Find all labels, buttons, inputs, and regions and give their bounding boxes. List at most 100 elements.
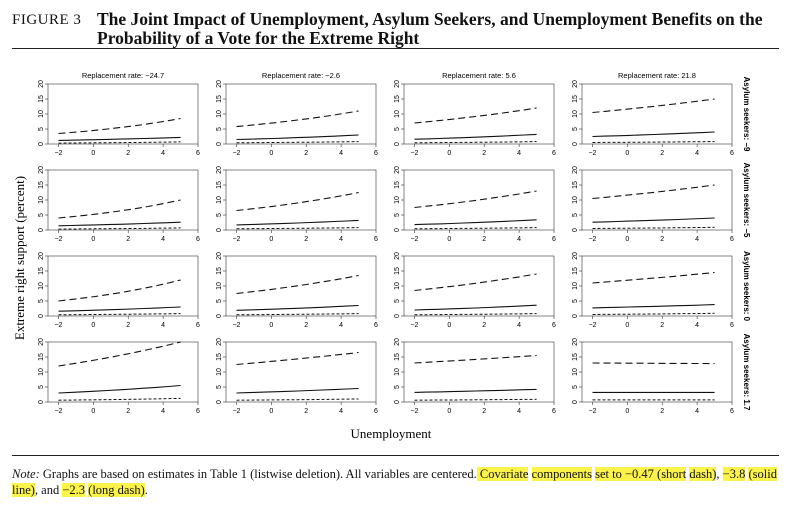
y-tick-label: 20	[572, 80, 579, 88]
y-tick-label: 20	[38, 80, 45, 88]
series-line-solid	[236, 219, 359, 226]
y-tick-label: 5	[38, 385, 45, 389]
y-tick-label: 15	[216, 267, 223, 275]
note-rule	[12, 455, 779, 456]
x-tick-label: 6	[374, 322, 378, 329]
series-line-solid	[414, 388, 537, 393]
series-line-short	[414, 398, 537, 401]
x-tick-label: −2	[588, 150, 596, 157]
x-tick-label: 2	[660, 322, 664, 329]
row-label: Asylum seekers: −9	[742, 77, 751, 152]
series-line-long	[58, 341, 181, 367]
x-tick-label: 2	[482, 408, 486, 415]
row-label: Asylum seekers: 0	[742, 251, 751, 322]
x-tick-label: 6	[196, 236, 200, 243]
y-tick-label: 5	[38, 127, 45, 131]
y-tick-label: 20	[394, 252, 401, 260]
x-tick-label: 4	[339, 322, 343, 329]
x-tick-label: 0	[91, 150, 95, 157]
x-tick-label: 4	[695, 150, 699, 157]
series-line-solid	[414, 133, 537, 140]
y-tick-label: 5	[38, 213, 45, 217]
series-line-long	[236, 274, 359, 295]
x-tick-label: 2	[482, 236, 486, 243]
x-tick-label: −2	[54, 408, 62, 415]
panel: −2 0 2 4 6 0 5 10 15 20	[394, 338, 556, 415]
y-tick-label: 0	[216, 142, 223, 146]
x-tick-label: −2	[410, 236, 418, 243]
figure-note: Note: Graphs are based on estimates in T…	[12, 466, 782, 498]
y-tick-label: 0	[38, 142, 45, 146]
panel-frame	[403, 169, 555, 231]
x-tick-label: 0	[269, 150, 273, 157]
column-title: Replacement rate: −2.6	[262, 71, 340, 80]
x-tick-label: −2	[410, 408, 418, 415]
x-tick-label: 0	[269, 408, 273, 415]
y-tick-label: 5	[572, 213, 579, 217]
series-line-solid	[592, 304, 715, 309]
x-tick-label: 2	[126, 150, 130, 157]
x-tick-label: 2	[660, 236, 664, 243]
y-tick-label: 20	[216, 252, 223, 260]
y-tick-label: 5	[216, 213, 223, 217]
y-tick-label: 5	[216, 127, 223, 131]
panel: −2 0 2 4 6 0 5 10 15 20	[216, 252, 378, 329]
y-tick-label: 5	[216, 385, 223, 389]
column-title: Replacement rate: −24.7	[82, 71, 164, 80]
y-tick-label: 10	[572, 368, 579, 376]
x-tick-label: 6	[730, 322, 734, 329]
y-tick-label: 15	[394, 181, 401, 189]
x-tick-label: −2	[54, 322, 62, 329]
x-tick-label: 6	[552, 150, 556, 157]
x-tick-label: 0	[625, 236, 629, 243]
y-tick-label: 20	[38, 252, 45, 260]
y-tick-label: 20	[394, 80, 401, 88]
series-line-long	[236, 110, 359, 128]
series-line-solid	[414, 219, 537, 226]
y-tick-label: 10	[38, 368, 45, 376]
panel: −2 0 2 4 6 0 5 10 15 20 Asylum seekers: −5	[572, 163, 751, 243]
x-tick-label: 0	[625, 150, 629, 157]
x-tick-label: 6	[196, 150, 200, 157]
panel-frame	[581, 83, 733, 145]
panel: −2 0 2 4 6 0 5 10 15 20	[38, 252, 200, 329]
panel-frame	[581, 255, 733, 317]
y-tick-label: 5	[394, 299, 401, 303]
x-tick-label: 0	[447, 236, 451, 243]
x-tick-label: −2	[410, 150, 418, 157]
title-rule	[12, 48, 779, 49]
column-title: Replacement rate: 21.8	[618, 71, 696, 80]
column-title: Replacement rate: 5.6	[442, 71, 516, 80]
y-tick-label: 5	[572, 299, 579, 303]
x-tick-label: 4	[161, 322, 165, 329]
y-tick-label: 5	[572, 127, 579, 131]
x-tick-label: 0	[269, 322, 273, 329]
x-tick-label: 6	[374, 150, 378, 157]
x-tick-label: 6	[730, 150, 734, 157]
y-tick-label: 5	[216, 299, 223, 303]
series-line-solid	[58, 384, 181, 394]
x-tick-label: 6	[552, 322, 556, 329]
y-tick-label: 15	[572, 181, 579, 189]
x-tick-label: −2	[588, 322, 596, 329]
y-tick-label: 20	[216, 338, 223, 346]
x-tick-label: −2	[54, 236, 62, 243]
x-tick-label: 4	[161, 236, 165, 243]
x-tick-label: 2	[304, 236, 308, 243]
y-tick-label: 10	[216, 196, 223, 204]
x-tick-label: −2	[54, 150, 62, 157]
y-tick-label: 0	[572, 314, 579, 318]
y-tick-label: 15	[394, 353, 401, 361]
x-tick-label: 2	[126, 322, 130, 329]
series-line-short	[236, 313, 359, 316]
series-line-short	[414, 313, 537, 316]
y-tick-label: 15	[38, 267, 45, 275]
x-tick-label: −2	[410, 322, 418, 329]
x-tick-label: 2	[660, 150, 664, 157]
y-tick-label: 10	[394, 110, 401, 118]
x-tick-label: 2	[660, 408, 664, 415]
y-tick-label: 5	[394, 385, 401, 389]
series-line-short	[236, 141, 359, 144]
series-line-short	[592, 312, 715, 315]
y-tick-label: 20	[38, 166, 45, 174]
